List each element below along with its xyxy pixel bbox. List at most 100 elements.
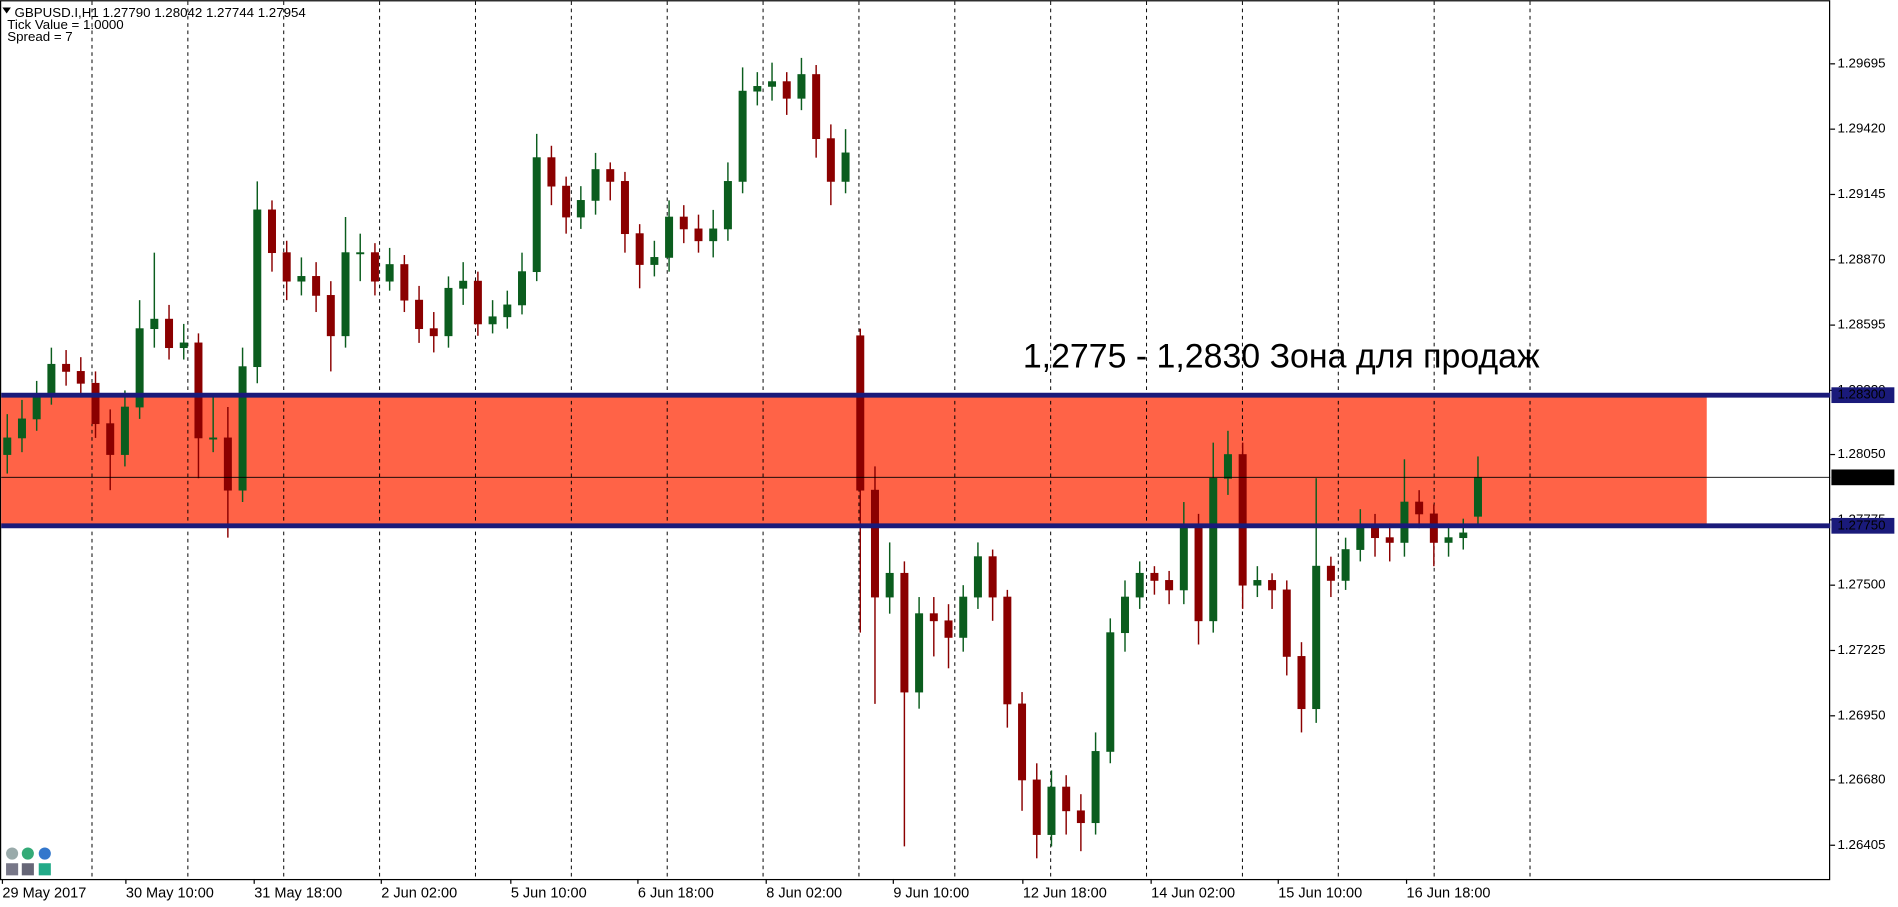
icon[interactable] <box>21 847 34 860</box>
candle-body <box>709 228 718 242</box>
y-tick-label: 1.26680 <box>1837 771 1885 786</box>
candle-body <box>856 335 865 491</box>
candle-body <box>1444 537 1453 543</box>
candle-body <box>944 620 953 638</box>
candle-body <box>870 489 879 598</box>
candle-body <box>444 287 453 337</box>
y-tick-label: 1.28870 <box>1837 251 1885 266</box>
level-box <box>1831 387 1895 404</box>
candle-body <box>576 200 585 218</box>
candle-body <box>1268 580 1277 591</box>
candle-body <box>3 437 12 455</box>
candle-body <box>253 209 262 368</box>
candle-body <box>341 252 350 337</box>
y-tick-label: 1.26950 <box>1837 707 1885 722</box>
candle-body <box>459 280 468 289</box>
candle-body <box>1047 786 1056 835</box>
trade-icons[interactable] <box>6 847 51 876</box>
candle-body <box>429 328 438 337</box>
level-label: 1.28300 <box>1837 387 1885 402</box>
candle-body <box>1473 476 1482 517</box>
sell-zone <box>1 395 1707 526</box>
candle-body <box>1356 525 1365 550</box>
candle-body <box>620 181 629 235</box>
candle-body <box>1326 565 1335 581</box>
candle-body <box>738 90 747 182</box>
candle-body <box>179 342 188 349</box>
candle-body <box>91 382 100 425</box>
candle-body <box>282 252 291 282</box>
candle-body <box>165 318 174 349</box>
icon[interactable] <box>6 863 19 876</box>
candle-body <box>694 228 703 242</box>
candle-body <box>503 304 512 318</box>
candle-body <box>106 423 115 455</box>
candle-body <box>267 209 276 254</box>
candle-body <box>782 81 791 99</box>
candle-body <box>223 437 232 491</box>
candle-body <box>547 157 556 187</box>
candle-body <box>1223 454 1232 479</box>
candle-body <box>1238 454 1247 586</box>
candle-body <box>753 86 762 92</box>
candle-body <box>532 157 541 273</box>
candle-body <box>1194 525 1203 622</box>
y-tick-label: 1.29695 <box>1837 55 1885 70</box>
candle-body <box>1032 779 1041 835</box>
candle-body <box>841 152 850 182</box>
annotation: 1,2775 - 1,2830 Зона для продаж <box>1023 337 1540 375</box>
candle-body <box>385 264 394 282</box>
x-tick-label: 2 Jun 02:00 <box>381 885 457 901</box>
candle-body <box>1003 596 1012 705</box>
candle-body <box>518 271 527 306</box>
icon[interactable] <box>21 863 34 876</box>
candle-body <box>17 418 26 439</box>
candle-body <box>1341 549 1350 581</box>
candle-body <box>988 556 997 598</box>
candle-body <box>488 316 497 325</box>
level-box <box>1831 517 1895 534</box>
candle-body <box>1415 501 1424 515</box>
candle-body <box>1062 786 1071 812</box>
candle-body <box>120 406 129 455</box>
y-tick-label: 1.26405 <box>1837 837 1885 852</box>
icon[interactable] <box>38 847 51 860</box>
level-label: 1.27750 <box>1837 517 1885 532</box>
candle-body <box>370 252 379 282</box>
y-tick-label: 1.29145 <box>1837 186 1885 201</box>
candle-body <box>32 394 41 420</box>
candle-body <box>885 572 894 598</box>
candle-body <box>679 216 688 230</box>
candle-body <box>1076 810 1085 824</box>
candle-body <box>1165 580 1174 591</box>
candle-body <box>326 295 335 337</box>
candle-body <box>1121 596 1129 634</box>
candle-body <box>297 276 306 282</box>
x-tick-label: 16 Jun 18:00 <box>1407 885 1491 901</box>
candle-body <box>209 437 218 440</box>
menu-triangle[interactable] <box>2 7 11 14</box>
candle-body <box>665 216 674 258</box>
candle-body <box>1106 632 1115 752</box>
candle-body <box>400 264 409 301</box>
icon[interactable] <box>6 847 19 860</box>
candle-body <box>959 596 968 638</box>
candle-body <box>1253 580 1262 586</box>
candle-body <box>1209 477 1218 622</box>
y-tick-label: 1.27225 <box>1837 642 1885 657</box>
icon[interactable] <box>38 863 51 876</box>
candle-body <box>62 363 71 372</box>
candle-body <box>194 342 203 439</box>
candle-body <box>797 74 806 99</box>
current-price-label: 1.27954 <box>1837 469 1885 484</box>
candle-body <box>135 328 144 408</box>
candle-body <box>415 299 424 330</box>
y-tick-label: 1.29420 <box>1837 121 1885 136</box>
candle-body <box>1150 572 1159 581</box>
candle-body <box>312 276 321 296</box>
x-tick-label: 14 Jun 02:00 <box>1151 885 1235 901</box>
candle-body <box>473 280 482 325</box>
candle-body <box>768 81 777 87</box>
